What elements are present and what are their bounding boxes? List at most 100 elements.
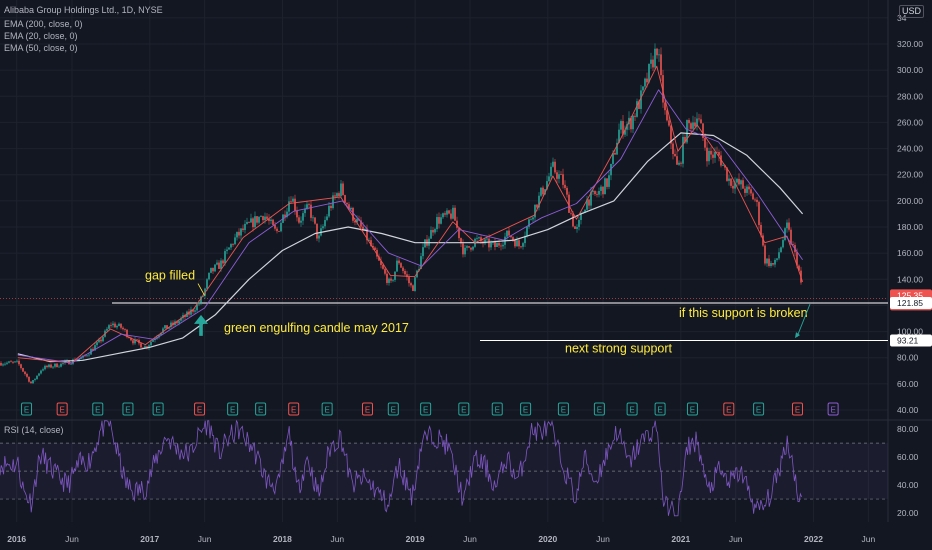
candle (432, 230, 434, 233)
candle (640, 90, 642, 109)
earnings-marker[interactable]: E (753, 402, 765, 416)
candle (702, 123, 704, 138)
candle (152, 339, 154, 342)
earnings-marker[interactable]: E (361, 402, 373, 416)
earnings-marker[interactable]: E (92, 402, 104, 416)
earnings-marker[interactable]: E (21, 402, 33, 416)
earnings-letter: E (523, 406, 528, 415)
candle (472, 246, 474, 250)
candle (108, 325, 110, 329)
earnings-marker[interactable]: E (152, 402, 164, 416)
support-broken-note: if this support is broken (679, 306, 808, 320)
candle (708, 150, 710, 162)
earnings-marker[interactable]: E (458, 402, 470, 416)
indicator-ema200[interactable]: EMA (200, close, 0) (4, 19, 83, 29)
candle (642, 86, 644, 91)
candle (752, 193, 754, 200)
candle (534, 204, 536, 218)
candle (132, 340, 134, 344)
candle (670, 125, 672, 144)
candle (360, 220, 362, 227)
earnings-marker[interactable]: E (827, 402, 839, 416)
candle (690, 123, 692, 129)
earnings-marker[interactable]: E (227, 402, 239, 416)
time-axis[interactable]: 2016 Jun 2017 Jun 2018 Jun 2019 Jun 2020 Jun 2021 J… (7, 534, 875, 544)
earnings-marker[interactable]: E (557, 402, 569, 416)
earnings-marker[interactable]: E (56, 402, 68, 416)
candle (300, 220, 302, 223)
candle (626, 124, 628, 130)
candle (340, 183, 342, 197)
rsi-axis-label: 40.00 (897, 480, 919, 490)
candle (512, 237, 514, 241)
earnings-letter: E (125, 406, 130, 415)
candle (560, 174, 562, 175)
candle (372, 245, 374, 248)
currency-badge[interactable]: USD (898, 5, 924, 18)
candle (234, 237, 236, 245)
candle (462, 243, 464, 255)
price-axis[interactable]: 40.0060.0080.00120.00140.00160.00180.002… (890, 13, 932, 415)
earnings-marker[interactable]: E (420, 402, 432, 416)
earnings-marker[interactable]: E (288, 402, 300, 416)
support-lines[interactable] (0, 298, 888, 341)
support-price-tag (890, 297, 932, 310)
earnings-marker[interactable]: E (520, 402, 532, 416)
candle (180, 318, 182, 321)
candle (558, 174, 560, 179)
earnings-marker[interactable]: E (686, 402, 698, 416)
earnings-marker[interactable]: E (387, 402, 399, 416)
candle (390, 278, 392, 281)
candle (292, 198, 294, 202)
earnings-marker[interactable]: E (122, 402, 134, 416)
earnings-marker[interactable]: E (791, 402, 803, 416)
candle (662, 75, 664, 103)
candle (430, 230, 432, 239)
candle (352, 207, 354, 221)
price-axis-label: 140.00 (897, 274, 923, 284)
candle (274, 224, 276, 229)
indicator-ema20[interactable]: EMA (20, close, 0) (4, 31, 78, 41)
earnings-marker[interactable]: E (626, 402, 638, 416)
candle (250, 218, 252, 223)
candle (290, 201, 292, 203)
earnings-badge (791, 402, 803, 416)
candle (648, 63, 650, 83)
candle (98, 339, 100, 343)
candle (658, 54, 660, 56)
candle (528, 219, 530, 227)
candle (488, 238, 490, 248)
candle (222, 260, 224, 264)
annotations[interactable]: gap filled green engulfing candle may 201… (145, 269, 811, 356)
candle (344, 195, 346, 203)
candle (230, 244, 232, 248)
earnings-marker[interactable]: E (654, 402, 666, 416)
candle (638, 101, 640, 109)
candle (314, 217, 316, 224)
earnings-marker[interactable]: E (593, 402, 605, 416)
candle (382, 264, 384, 269)
earnings-marker[interactable]: E (723, 402, 735, 416)
earnings-marker[interactable]: E (321, 402, 333, 416)
candle (590, 191, 592, 206)
candle (146, 346, 148, 348)
earnings-letter: E (291, 406, 296, 415)
candle (370, 240, 372, 246)
rsi-legend[interactable]: RSI (14, close) (4, 425, 64, 435)
candle (44, 365, 46, 370)
candle (604, 178, 606, 195)
candle (120, 323, 122, 328)
earnings-badge (387, 402, 399, 416)
earnings-marker[interactable]: E (255, 402, 267, 416)
candle (442, 213, 444, 218)
candle (354, 220, 356, 223)
earnings-marker[interactable]: E (194, 402, 206, 416)
indicator-ema50[interactable]: EMA (50, close, 0) (4, 43, 78, 53)
rsi-pane: 20.00 40.00 60.00 80.00 (0, 419, 919, 518)
candle (652, 59, 654, 68)
candle (12, 361, 14, 363)
earnings-marker[interactable]: E (491, 402, 503, 416)
candle (30, 381, 32, 384)
